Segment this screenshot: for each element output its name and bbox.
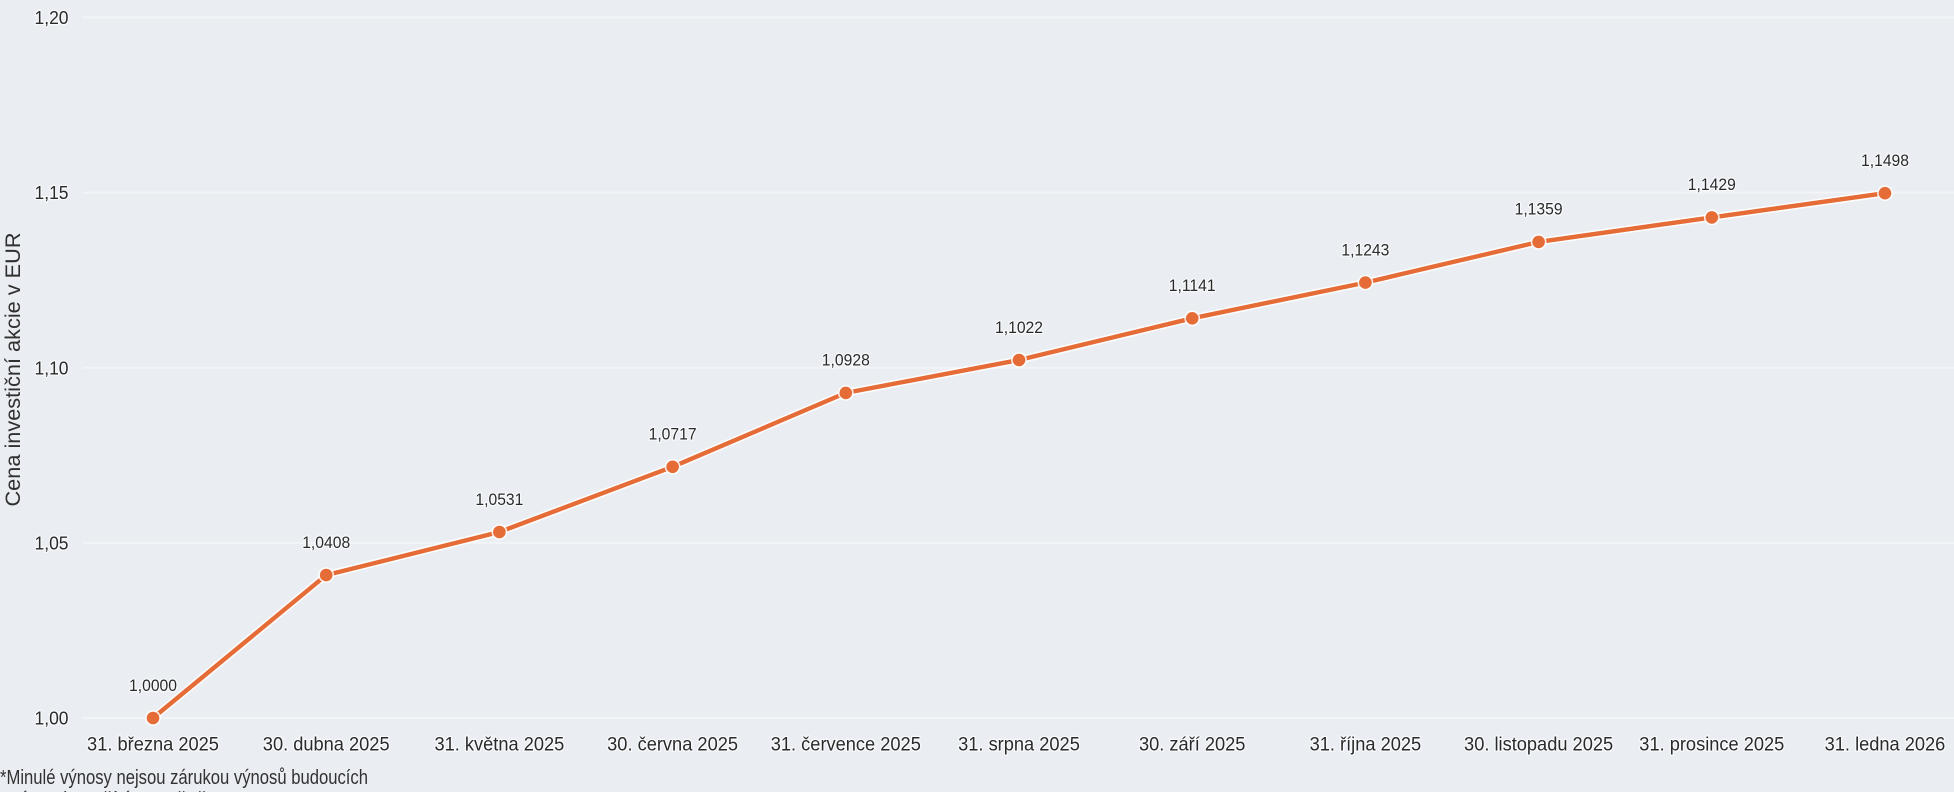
svg-text:Cena investiční akcie v EUR: Cena investiční akcie v EUR	[1, 233, 25, 507]
svg-text:31. října 2025: 31. října 2025	[1310, 734, 1422, 756]
svg-text:1,1243: 1,1243	[1341, 240, 1389, 259]
svg-text:1,0408: 1,0408	[302, 533, 350, 552]
svg-text:1,0928: 1,0928	[822, 351, 870, 370]
svg-text:1,1141: 1,1141	[1169, 276, 1216, 295]
svg-text:1,1498: 1,1498	[1861, 151, 1909, 170]
svg-text:1,15: 1,15	[35, 182, 69, 203]
svg-text:31. srpna 2025: 31. srpna 2025	[958, 734, 1080, 756]
svg-text:31. ledna 2026: 31. ledna 2026	[1825, 734, 1946, 756]
svg-text:1,0000: 1,0000	[129, 676, 177, 695]
svg-text:31. července 2025: 31. července 2025	[771, 734, 921, 756]
svg-text:1,0531: 1,0531	[475, 490, 523, 509]
svg-text:31. května 2025: 31. května 2025	[435, 734, 565, 756]
svg-text:1,05: 1,05	[35, 533, 69, 554]
svg-text:30. června 2025: 30. června 2025	[607, 734, 738, 756]
svg-text:1,0717: 1,0717	[649, 425, 697, 444]
svg-text:30. dubna 2025: 30. dubna 2025	[263, 734, 390, 756]
svg-text:30. listopadu 2025: 30. listopadu 2025	[1464, 734, 1613, 756]
svg-text:1,00: 1,00	[35, 708, 69, 729]
svg-text:1,1022: 1,1022	[995, 318, 1043, 337]
svg-text:1,20: 1,20	[35, 7, 69, 28]
svg-text:30. září 2025: 30. září 2025	[1139, 734, 1246, 756]
svg-text:*Minulé výnosy nejsou zárukou: *Minulé výnosy nejsou zárukou výnosů bud…	[0, 767, 368, 789]
svg-text:1,10: 1,10	[35, 357, 69, 378]
svg-text:31. března 2025: 31. března 2025	[87, 734, 219, 756]
svg-text:1,1359: 1,1359	[1515, 200, 1563, 219]
svg-text:1,1429: 1,1429	[1688, 175, 1736, 194]
svg-text:31. prosince 2025: 31. prosince 2025	[1639, 734, 1784, 756]
svg-text:*Výnos je počítán v měně EUR: *Výnos je počítán v měně EUR	[1, 789, 251, 792]
